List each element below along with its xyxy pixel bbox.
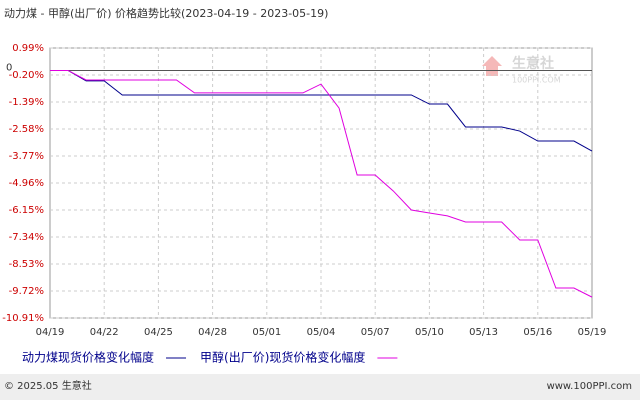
y-tick-label: -4.96%	[9, 178, 44, 189]
footer-left: © 2025.05 生意社	[4, 379, 92, 392]
x-tick-label: 05/01	[252, 327, 281, 338]
x-tick-label: 04/25	[144, 327, 173, 338]
x-tick-label: 04/19	[36, 327, 65, 338]
x-tick-label: 04/22	[90, 327, 119, 338]
zero-label: 0	[6, 62, 12, 73]
x-tick-label: 04/28	[198, 327, 227, 338]
y-tick-label: -0.20%	[9, 70, 44, 81]
footer-right: www.100PPI.com	[547, 381, 632, 392]
watermark-name: 生意社	[512, 55, 554, 72]
y-tick-label: -7.34%	[9, 232, 44, 243]
y-tick-label: -8.53%	[9, 259, 44, 270]
y-tick-label: -2.58%	[9, 124, 44, 135]
watermark: 生意社 100PPI.COM	[482, 55, 561, 85]
series-line	[50, 69, 593, 152]
x-tick-label: 05/07	[361, 327, 390, 338]
x-tick-label: 05/16	[523, 327, 552, 338]
chart-title: 动力煤 - 甲醇(出厂价) 价格趋势比较(2023-04-19 - 2023-0…	[4, 6, 328, 20]
y-tick-label: -1.39%	[9, 97, 44, 108]
x-tick-label: 05/10	[415, 327, 444, 338]
y-tick-label: -9.72%	[9, 286, 44, 297]
x-tick-label: 05/19	[578, 327, 607, 338]
legend-label: 甲醇(出厂价)现货价格变化幅度	[200, 350, 365, 365]
legend-label: 动力煤现货价格变化幅度	[22, 350, 154, 365]
y-tick-label: -10.91%	[2, 313, 44, 324]
y-tick-label: -6.15%	[9, 205, 44, 216]
watermark-logo	[482, 56, 502, 76]
series-line	[50, 69, 593, 298]
x-tick-label: 05/13	[469, 327, 498, 338]
y-tick-label: 0.99%	[12, 43, 44, 54]
y-tick-label: -3.77%	[9, 151, 44, 162]
footer-band	[0, 374, 640, 400]
watermark-site: 100PPI.COM	[512, 76, 561, 85]
x-tick-label: 05/04	[307, 327, 336, 338]
